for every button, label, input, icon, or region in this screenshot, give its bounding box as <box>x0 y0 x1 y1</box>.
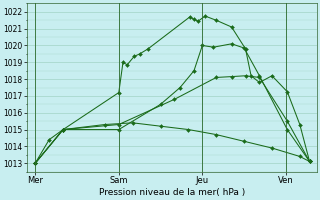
X-axis label: Pression niveau de la mer( hPa ): Pression niveau de la mer( hPa ) <box>99 188 245 197</box>
